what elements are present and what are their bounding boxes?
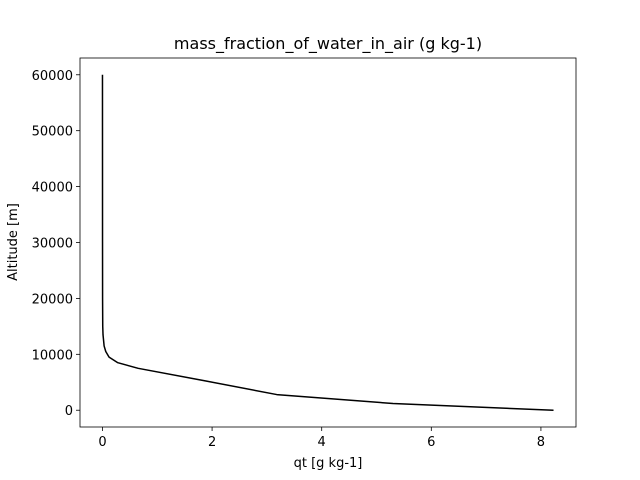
y-tick-label: 10000 bbox=[32, 348, 73, 363]
y-tick-label: 20000 bbox=[32, 292, 73, 307]
y-tick-label: 0 bbox=[65, 404, 73, 419]
series-line bbox=[101, 74, 554, 411]
y-tick-label: 30000 bbox=[32, 237, 73, 252]
plot-frame bbox=[79, 57, 577, 428]
chart-title: mass_fraction_of_water_in_air (g kg-1) bbox=[174, 34, 482, 54]
x-tick-label: 6 bbox=[427, 435, 435, 450]
y-tick-label: 50000 bbox=[32, 125, 73, 140]
x-axis-title: qt [g kg-1] bbox=[294, 456, 363, 471]
y-tick-label: 40000 bbox=[32, 181, 73, 196]
x-tick-label: 0 bbox=[98, 435, 106, 450]
y-tick-label: 60000 bbox=[32, 69, 73, 84]
x-tick-label: 8 bbox=[537, 435, 545, 450]
plot-area: 0 2 4 6 8 0 10000 20000 30000 40000 50000 60000 bbox=[32, 57, 577, 450]
x-tick-label: 4 bbox=[318, 435, 326, 450]
y-axis-title: Altitude [m] bbox=[6, 203, 21, 281]
x-tick-label: 2 bbox=[208, 435, 216, 450]
